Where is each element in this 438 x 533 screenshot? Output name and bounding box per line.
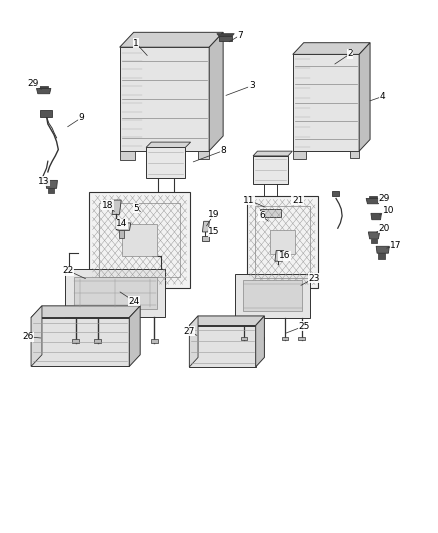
- Text: 15: 15: [208, 228, 219, 237]
- Text: 27: 27: [184, 327, 195, 336]
- Polygon shape: [253, 156, 288, 183]
- Polygon shape: [112, 200, 121, 214]
- Text: 25: 25: [298, 321, 310, 330]
- Polygon shape: [275, 251, 284, 261]
- Polygon shape: [202, 221, 209, 232]
- Polygon shape: [217, 34, 234, 36]
- Text: 3: 3: [249, 81, 254, 90]
- Polygon shape: [371, 213, 381, 220]
- Text: 16: 16: [279, 252, 290, 260]
- Text: 18: 18: [102, 201, 113, 210]
- Text: 5: 5: [133, 204, 139, 213]
- Text: 23: 23: [308, 273, 320, 282]
- Polygon shape: [258, 337, 264, 340]
- Polygon shape: [129, 340, 136, 343]
- Polygon shape: [378, 253, 385, 259]
- Text: 22: 22: [63, 266, 74, 275]
- Text: 13: 13: [38, 177, 49, 186]
- Polygon shape: [293, 43, 370, 54]
- Polygon shape: [366, 198, 380, 204]
- Text: 4: 4: [380, 92, 385, 101]
- Polygon shape: [270, 230, 294, 254]
- Polygon shape: [72, 340, 79, 343]
- Polygon shape: [31, 306, 140, 318]
- Text: 19: 19: [208, 210, 219, 219]
- Text: 9: 9: [78, 113, 85, 122]
- Polygon shape: [65, 269, 165, 317]
- Polygon shape: [120, 33, 223, 47]
- Text: 7: 7: [237, 31, 243, 40]
- Polygon shape: [122, 224, 157, 256]
- Polygon shape: [146, 142, 191, 148]
- Polygon shape: [189, 316, 265, 326]
- Polygon shape: [219, 36, 232, 41]
- Polygon shape: [48, 188, 54, 193]
- Polygon shape: [243, 280, 302, 311]
- Polygon shape: [189, 316, 198, 367]
- Text: 24: 24: [128, 296, 139, 305]
- Polygon shape: [369, 196, 377, 198]
- Polygon shape: [202, 236, 208, 241]
- Polygon shape: [298, 337, 304, 340]
- Polygon shape: [293, 54, 359, 151]
- Polygon shape: [46, 180, 57, 188]
- Polygon shape: [189, 326, 256, 367]
- Text: 17: 17: [390, 241, 402, 250]
- Polygon shape: [235, 274, 310, 318]
- Polygon shape: [376, 246, 389, 253]
- Polygon shape: [368, 232, 380, 239]
- Text: 11: 11: [243, 196, 254, 205]
- Polygon shape: [282, 337, 288, 340]
- Polygon shape: [118, 223, 131, 230]
- Polygon shape: [39, 86, 48, 88]
- Polygon shape: [247, 196, 318, 288]
- Polygon shape: [31, 306, 42, 367]
- Polygon shape: [350, 151, 359, 158]
- Text: 29: 29: [378, 194, 390, 203]
- Text: 1: 1: [133, 39, 139, 48]
- Polygon shape: [89, 191, 190, 288]
- Polygon shape: [371, 239, 377, 243]
- Text: 14: 14: [117, 220, 128, 229]
- Polygon shape: [40, 110, 52, 117]
- Polygon shape: [359, 43, 370, 151]
- Text: 26: 26: [22, 332, 33, 341]
- Polygon shape: [120, 47, 209, 151]
- Polygon shape: [332, 191, 339, 196]
- Text: 20: 20: [378, 224, 390, 233]
- Polygon shape: [260, 209, 282, 216]
- Text: 2: 2: [347, 50, 353, 58]
- Polygon shape: [241, 337, 247, 340]
- Text: 10: 10: [383, 206, 394, 215]
- Polygon shape: [151, 340, 158, 343]
- Polygon shape: [74, 277, 156, 309]
- Polygon shape: [31, 318, 129, 367]
- Polygon shape: [209, 33, 223, 151]
- Polygon shape: [36, 88, 51, 94]
- Text: 6: 6: [259, 212, 265, 221]
- Polygon shape: [94, 340, 101, 343]
- Polygon shape: [253, 151, 292, 156]
- Polygon shape: [146, 148, 185, 178]
- Text: 21: 21: [292, 196, 303, 205]
- Polygon shape: [129, 306, 140, 367]
- Polygon shape: [256, 316, 265, 367]
- Polygon shape: [198, 151, 209, 159]
- Text: 8: 8: [220, 146, 226, 155]
- Text: 29: 29: [28, 78, 39, 87]
- Polygon shape: [120, 151, 135, 160]
- Polygon shape: [293, 151, 306, 159]
- Polygon shape: [119, 230, 124, 238]
